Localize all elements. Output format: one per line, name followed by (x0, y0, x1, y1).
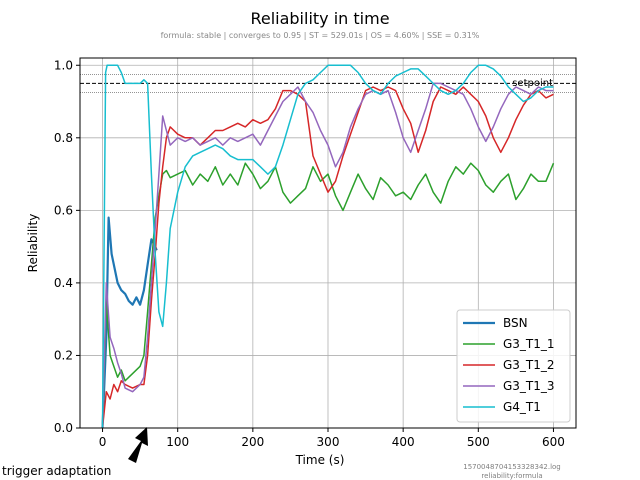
series-line-g3_t1_3 (101, 82, 554, 429)
x-axis-label: Time (s) (295, 453, 345, 467)
series-line-g4_t1 (101, 64, 554, 429)
series-line-g3_t1_1 (101, 162, 555, 429)
trigger-annotation-text: trigger adaptation (2, 464, 111, 478)
series-line-bsn (101, 216, 158, 429)
footnote-formula: reliability:formula (481, 472, 542, 480)
series-lines (101, 64, 555, 429)
y-tick-label: 0.0 (54, 421, 73, 435)
legend-box (456, 309, 571, 423)
legend-label-g3_t1_1: G3_T1_1 (503, 337, 555, 351)
legend-label-g3_t1_3: G3_T1_3 (503, 379, 555, 393)
legend-label-g4_t1: G4_T1 (503, 400, 541, 414)
chart-title: Reliability in time (250, 9, 389, 28)
x-tick-label: 200 (241, 435, 264, 449)
x-tick-label: 500 (467, 435, 490, 449)
x-tick-label: 400 (392, 435, 415, 449)
x-tick-label: 0 (99, 435, 107, 449)
series-line-g3_t1_2 (101, 86, 554, 429)
x-tick-label: 300 (317, 435, 340, 449)
x-tick-label: 100 (166, 435, 189, 449)
legend-label-bsn: BSN (503, 316, 528, 330)
trigger-arrow (128, 427, 148, 463)
footnote-log: 1570048704153328342.log (463, 463, 561, 471)
legend: BSN G3_T1_1 G3_T1_2 G3_T1_3 G4_T1 (456, 309, 571, 423)
y-tick-label: 0.4 (54, 276, 73, 290)
y-tick-label: 1.0 (54, 58, 73, 72)
x-tick-label: 600 (542, 435, 565, 449)
setpoint-label: setpoint (512, 78, 553, 89)
legend-label-g3_t1_2: G3_T1_2 (503, 358, 555, 372)
y-tick-label: 0.2 (54, 348, 73, 362)
setpoint-lines (80, 74, 576, 93)
y-tick-label: 0.8 (54, 131, 73, 145)
y-ticks: 0.0 0.2 0.4 0.6 0.8 1.0 (54, 58, 80, 435)
trigger-annotation: trigger adaptation (2, 427, 148, 478)
x-ticks: 0 100 200 300 400 500 600 (99, 428, 565, 449)
chart-subtitle: formula: stable | converges to 0.95 | ST… (161, 31, 480, 40)
y-axis-label: Reliability (26, 214, 40, 273)
y-tick-label: 0.6 (54, 203, 73, 217)
